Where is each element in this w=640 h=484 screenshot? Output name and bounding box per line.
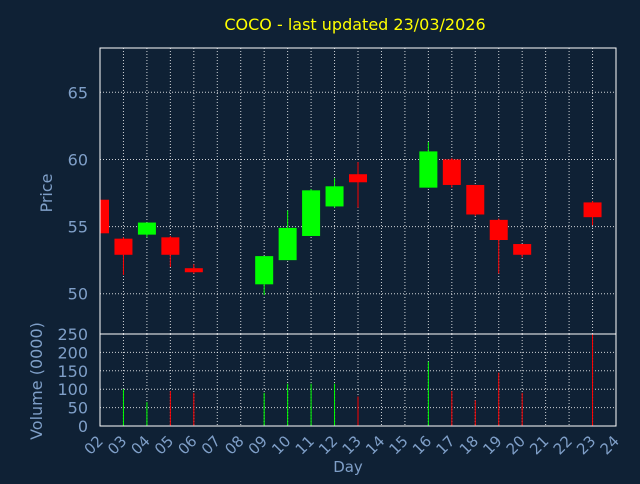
day-tick-label: 24	[597, 432, 623, 458]
volume-tick-label: 100	[57, 380, 88, 399]
day-tick-label: 02	[81, 432, 107, 458]
day-tick-label: 06	[174, 432, 200, 458]
price-axis-label: Price	[37, 173, 56, 212]
day-tick-label: 17	[432, 432, 458, 458]
candle-body	[255, 256, 274, 285]
candle-body	[325, 186, 344, 207]
candle-body	[114, 238, 133, 255]
candle-17	[442, 158, 461, 188]
candle-23	[583, 201, 602, 226]
candle-body	[466, 184, 485, 215]
candle-body	[278, 227, 297, 261]
candle-body	[349, 174, 367, 183]
candle-4	[137, 222, 156, 238]
candle-body	[419, 151, 438, 188]
candle-19	[489, 218, 508, 274]
day-tick-label: 23	[573, 432, 599, 458]
candle-body	[137, 222, 156, 235]
day-tick-label: 19	[479, 432, 505, 458]
price-tick-label: 60	[68, 150, 88, 169]
candle-body	[489, 219, 508, 241]
candlestick-series	[99, 141, 602, 296]
day-tick-label: 10	[268, 432, 294, 458]
candle-body	[100, 199, 109, 234]
volume-tick-label: 200	[57, 343, 88, 362]
volume-plot-border	[99, 333, 617, 427]
day-tick-label: 22	[550, 432, 576, 458]
candle-10	[278, 210, 297, 261]
day-tick-label: 15	[386, 432, 412, 458]
day-tick-label: 13	[339, 432, 365, 458]
day-tick-label: 16	[409, 432, 435, 458]
day-tick-label: 04	[128, 432, 154, 458]
day-tick-label: 11	[292, 432, 318, 458]
candle-2	[99, 199, 109, 236]
volume-tick-label: 50	[68, 399, 88, 418]
volume-axis-label: Volume (0000)	[27, 322, 46, 440]
candle-body	[513, 244, 532, 255]
price-grid	[99, 48, 617, 334]
day-tick-label: 08	[221, 432, 247, 458]
candle-13	[349, 162, 367, 208]
candle-11	[302, 188, 321, 236]
candle-body	[184, 268, 203, 273]
day-tick-label: 14	[362, 432, 388, 458]
candle-20	[513, 244, 532, 258]
day-tick-labels: 0203040506070809101112131415161718192021…	[81, 432, 623, 458]
volume-tick-label: 0	[78, 417, 88, 436]
candle-body	[161, 237, 180, 255]
day-tick-label: 21	[526, 432, 552, 458]
price-tick-label: 65	[68, 83, 88, 102]
day-tick-label: 09	[245, 432, 271, 458]
candle-12	[325, 178, 344, 208]
price-tick-labels: 50 55 60 65	[68, 83, 88, 303]
day-tick-label: 07	[198, 432, 224, 458]
candle-5	[161, 235, 180, 267]
chart-title: COCO - last updated 23/03/2026	[224, 15, 485, 34]
candle-6	[184, 264, 203, 274]
day-axis-label: Day	[333, 458, 363, 476]
price-tick-label: 55	[68, 218, 88, 237]
volume-series	[122, 334, 594, 426]
day-tick-label: 20	[503, 432, 529, 458]
candle-3	[114, 237, 133, 275]
volume-tick-label: 250	[57, 325, 88, 344]
day-tick-label: 03	[104, 432, 130, 458]
day-tick-label: 12	[315, 432, 341, 458]
day-tick-label: 05	[151, 432, 177, 458]
candle-18	[466, 184, 485, 216]
candle-body	[302, 190, 321, 236]
volume-tick-label: 150	[57, 362, 88, 381]
price-tick-label: 50	[68, 285, 88, 304]
candle-16	[419, 141, 438, 188]
candle-body	[442, 159, 461, 185]
candle-body	[583, 202, 602, 218]
candle-9	[255, 256, 274, 296]
day-tick-label: 18	[456, 432, 482, 458]
